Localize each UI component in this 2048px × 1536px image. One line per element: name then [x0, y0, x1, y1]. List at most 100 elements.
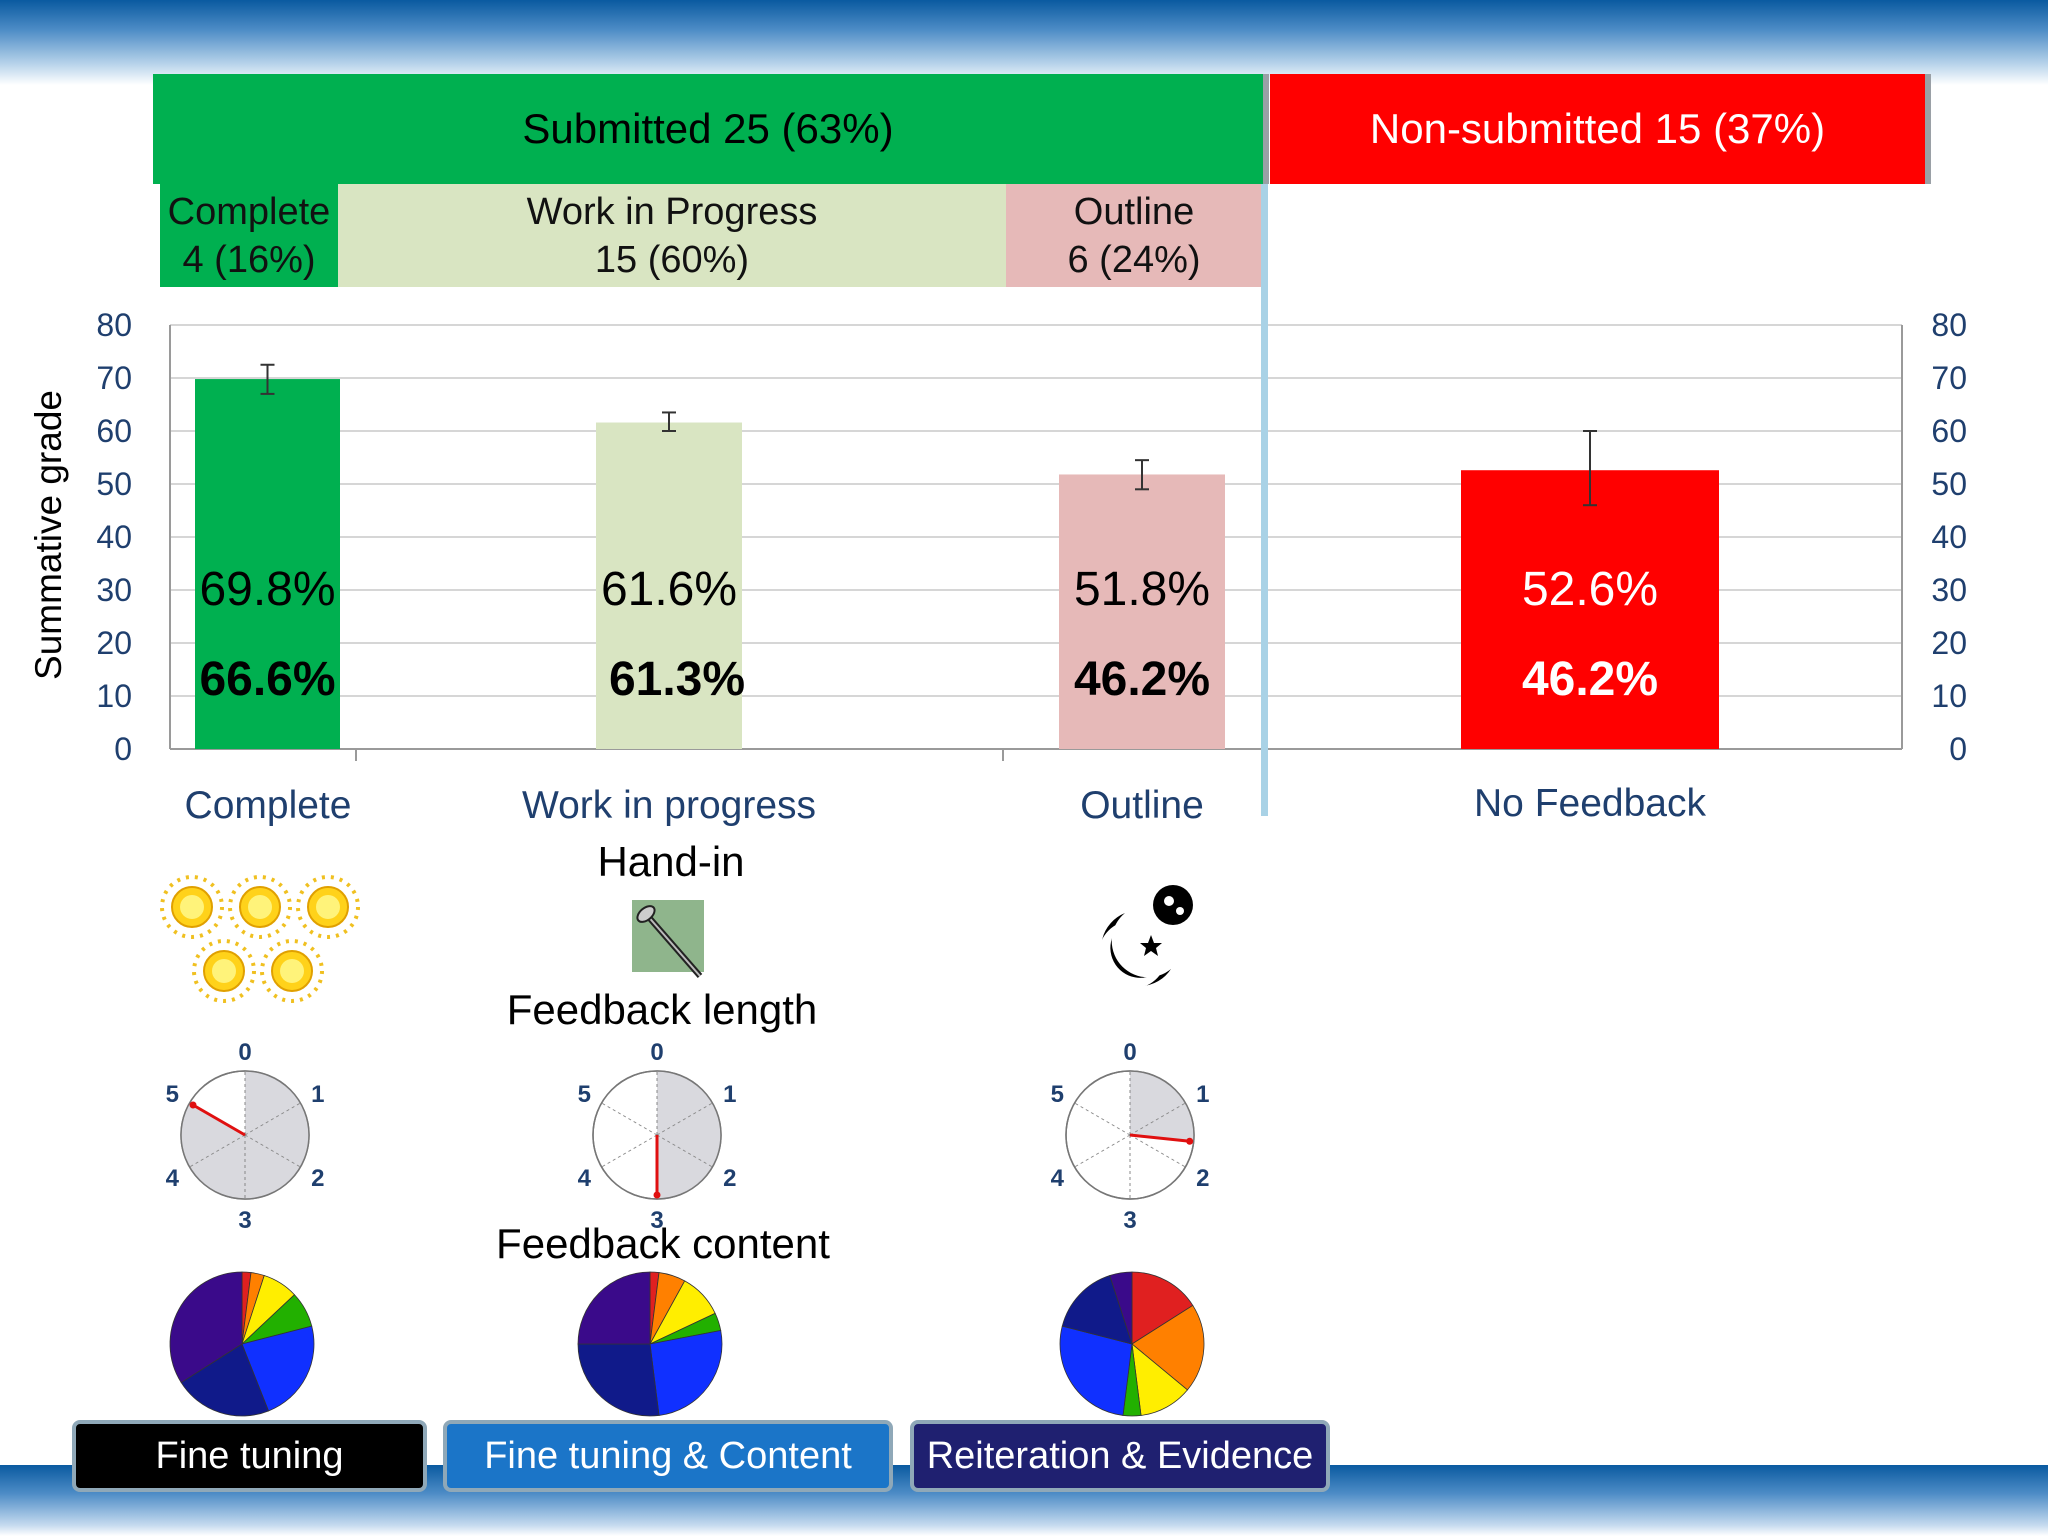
category-label-work-in-progress: Work in progress	[521, 784, 817, 827]
pie-slice	[649, 1330, 723, 1416]
y-tick-label-right: 20	[1931, 625, 1967, 661]
dial-number: 1	[1196, 1081, 1209, 1108]
feedback-length-label: Feedback length	[506, 986, 818, 1033]
dial-divider	[1074, 1102, 1131, 1136]
y-tick-label: 50	[96, 466, 132, 502]
y-tick-label: 60	[96, 413, 132, 449]
subheader-complete-name: Complete	[167, 190, 331, 233]
bar-complete	[195, 379, 340, 749]
dial-number: 0	[650, 1039, 663, 1066]
dial-number: 3	[238, 1207, 251, 1234]
dial-rim	[592, 1070, 722, 1200]
dial-hand-tip	[653, 1191, 661, 1199]
feedback-length-dials: 0 1 2 3 4 5 0 1 2 3 4 5 0 1 2 3 4 5	[166, 1039, 1210, 1234]
pie	[577, 1271, 723, 1417]
dial-number: 1	[311, 1081, 324, 1108]
pie-slice	[1061, 1275, 1133, 1345]
pie-slice	[1109, 1271, 1133, 1345]
dial-number: 4	[1051, 1165, 1065, 1192]
dial-divider	[244, 1102, 301, 1136]
dial-divider	[189, 1134, 246, 1168]
y-tick-label-right: 60	[1931, 413, 1967, 449]
y-tick-label: 0	[114, 731, 132, 767]
reiteration-evidence-button: Reiteration & Evidence	[910, 1420, 1330, 1492]
dial-number: 4	[578, 1165, 592, 1192]
submitted-header: Submitted 25 (63%)	[153, 74, 1263, 184]
y-tick-label-right: 30	[1931, 572, 1967, 608]
pie-slice	[1059, 1325, 1133, 1416]
dial-divider	[601, 1102, 658, 1136]
dial-fill	[657, 1071, 721, 1199]
subheader-wip-count: 15 (60%)	[594, 238, 750, 281]
hand-in-label: Hand-in	[597, 838, 745, 885]
secondary-data-label: 46.2%	[1074, 653, 1210, 706]
dial-hand-tip	[1186, 1137, 1194, 1145]
bar-no-feedback	[1461, 470, 1719, 749]
secondary-data-label: 66.6%	[199, 653, 335, 706]
pie	[1059, 1271, 1205, 1417]
pie	[169, 1271, 315, 1417]
dial-hand	[1129, 1133, 1190, 1143]
dial-number: 0	[1123, 1039, 1136, 1066]
y-tick-label: 10	[96, 678, 132, 714]
dial-number: 1	[723, 1081, 736, 1108]
y-tick-label-right: 70	[1931, 360, 1967, 396]
data-label: 51.8%	[1074, 563, 1210, 616]
dial-number: 5	[1051, 1081, 1064, 1108]
bar-outline	[1059, 474, 1225, 749]
pie-slice	[1131, 1271, 1194, 1345]
sun-icon	[296, 875, 360, 939]
pie-slice	[180, 1343, 270, 1417]
dial-rim	[1065, 1070, 1195, 1200]
y-tick-label: 30	[96, 572, 132, 608]
secondary-data-label: 46.2%	[1522, 653, 1658, 706]
pie-slice	[241, 1325, 315, 1412]
dial-divider	[656, 1134, 713, 1168]
feedback-content-pies	[169, 1271, 1205, 1417]
subheader-wip-name: Work in Progress	[526, 190, 818, 233]
sun-icon	[260, 939, 324, 1003]
fine-tuning-button: Fine tuning	[72, 1420, 427, 1492]
dial-divider	[1129, 1134, 1186, 1168]
dial-number: 3	[650, 1207, 663, 1234]
data-label: 69.8%	[199, 563, 335, 616]
subheader-complete-count: 4 (16%)	[182, 238, 316, 281]
section-divider	[1261, 184, 1268, 816]
category-label-no-feedback: No Feedback	[1474, 782, 1706, 825]
bar-chart: 0 0 10 10 20 20 30 30 40 40 50 50 60 60 70 70 80 80 69.8% 6…	[96, 307, 1967, 767]
y-tick-label-right: 40	[1931, 519, 1967, 555]
non-submitted-header: Non-submitted 15 (37%)	[1270, 74, 1925, 184]
sun-icon	[192, 939, 256, 1003]
y-tick-label: 70	[96, 360, 132, 396]
fine-tuning-content-button: Fine tuning & Content	[443, 1420, 893, 1492]
feedback-content-label: Feedback content	[496, 1220, 830, 1267]
sun-icon-group	[160, 875, 360, 1003]
category-label-outline: Outline	[1080, 784, 1204, 827]
y-tick-label: 40	[96, 519, 132, 555]
category-label-complete: Complete	[184, 784, 352, 827]
pie-slice	[1131, 1304, 1205, 1391]
dial: 0 1 2 3 4 5	[166, 1039, 325, 1234]
dial-number: 2	[723, 1165, 736, 1192]
secondary-data-label: 61.3%	[609, 653, 745, 706]
dial-hand	[192, 1103, 246, 1137]
dial-number: 4	[166, 1165, 180, 1192]
y-tick-label-right: 80	[1931, 307, 1967, 343]
dial-rim	[180, 1070, 310, 1200]
dial-hand-tip	[189, 1101, 197, 1109]
dial: 0 1 2 3 4 5	[578, 1039, 737, 1234]
dial-divider	[244, 1134, 301, 1168]
subheader-outline-name: Outline	[1073, 190, 1195, 233]
dial-number: 5	[166, 1081, 179, 1108]
pie-slice	[169, 1271, 243, 1384]
dial-divider	[1129, 1102, 1186, 1136]
dial: 0 1 2 3 4 5	[1051, 1039, 1210, 1234]
dial-number: 5	[578, 1081, 591, 1108]
dial-number: 2	[311, 1165, 324, 1192]
y-tick-label-right: 10	[1931, 678, 1967, 714]
subheader-work-in-progress: Work in Progress 15 (60%)	[338, 184, 1006, 287]
subheader-complete: Complete 4 (16%)	[160, 184, 338, 287]
dial-number: 0	[238, 1039, 251, 1066]
bar-work-in-progress	[596, 422, 742, 749]
y-tick-label: 20	[96, 625, 132, 661]
